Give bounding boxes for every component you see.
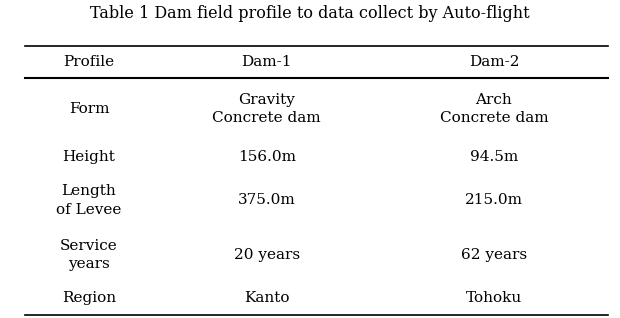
Text: 20 years: 20 years (234, 248, 299, 262)
Text: 375.0m: 375.0m (238, 193, 296, 207)
Text: 62 years: 62 years (461, 248, 527, 262)
Text: 215.0m: 215.0m (465, 193, 523, 207)
Text: Dam-1: Dam-1 (241, 55, 292, 69)
Text: Table 1 Dam field profile to data collect by Auto-flight: Table 1 Dam field profile to data collec… (90, 5, 530, 22)
Text: Service
years: Service years (60, 238, 118, 271)
Text: Profile: Profile (63, 55, 115, 69)
Text: Region: Region (62, 291, 116, 305)
Text: Gravity
Concrete dam: Gravity Concrete dam (212, 93, 321, 125)
Text: Length
of Levee: Length of Levee (56, 184, 122, 217)
Text: 156.0m: 156.0m (237, 150, 296, 164)
Text: Kanto: Kanto (244, 291, 290, 305)
Text: Arch
Concrete dam: Arch Concrete dam (440, 93, 548, 125)
Text: Height: Height (63, 150, 115, 164)
Text: Tohoku: Tohoku (466, 291, 522, 305)
Text: Form: Form (69, 102, 109, 116)
Text: Dam-2: Dam-2 (469, 55, 519, 69)
Text: 94.5m: 94.5m (470, 150, 518, 164)
